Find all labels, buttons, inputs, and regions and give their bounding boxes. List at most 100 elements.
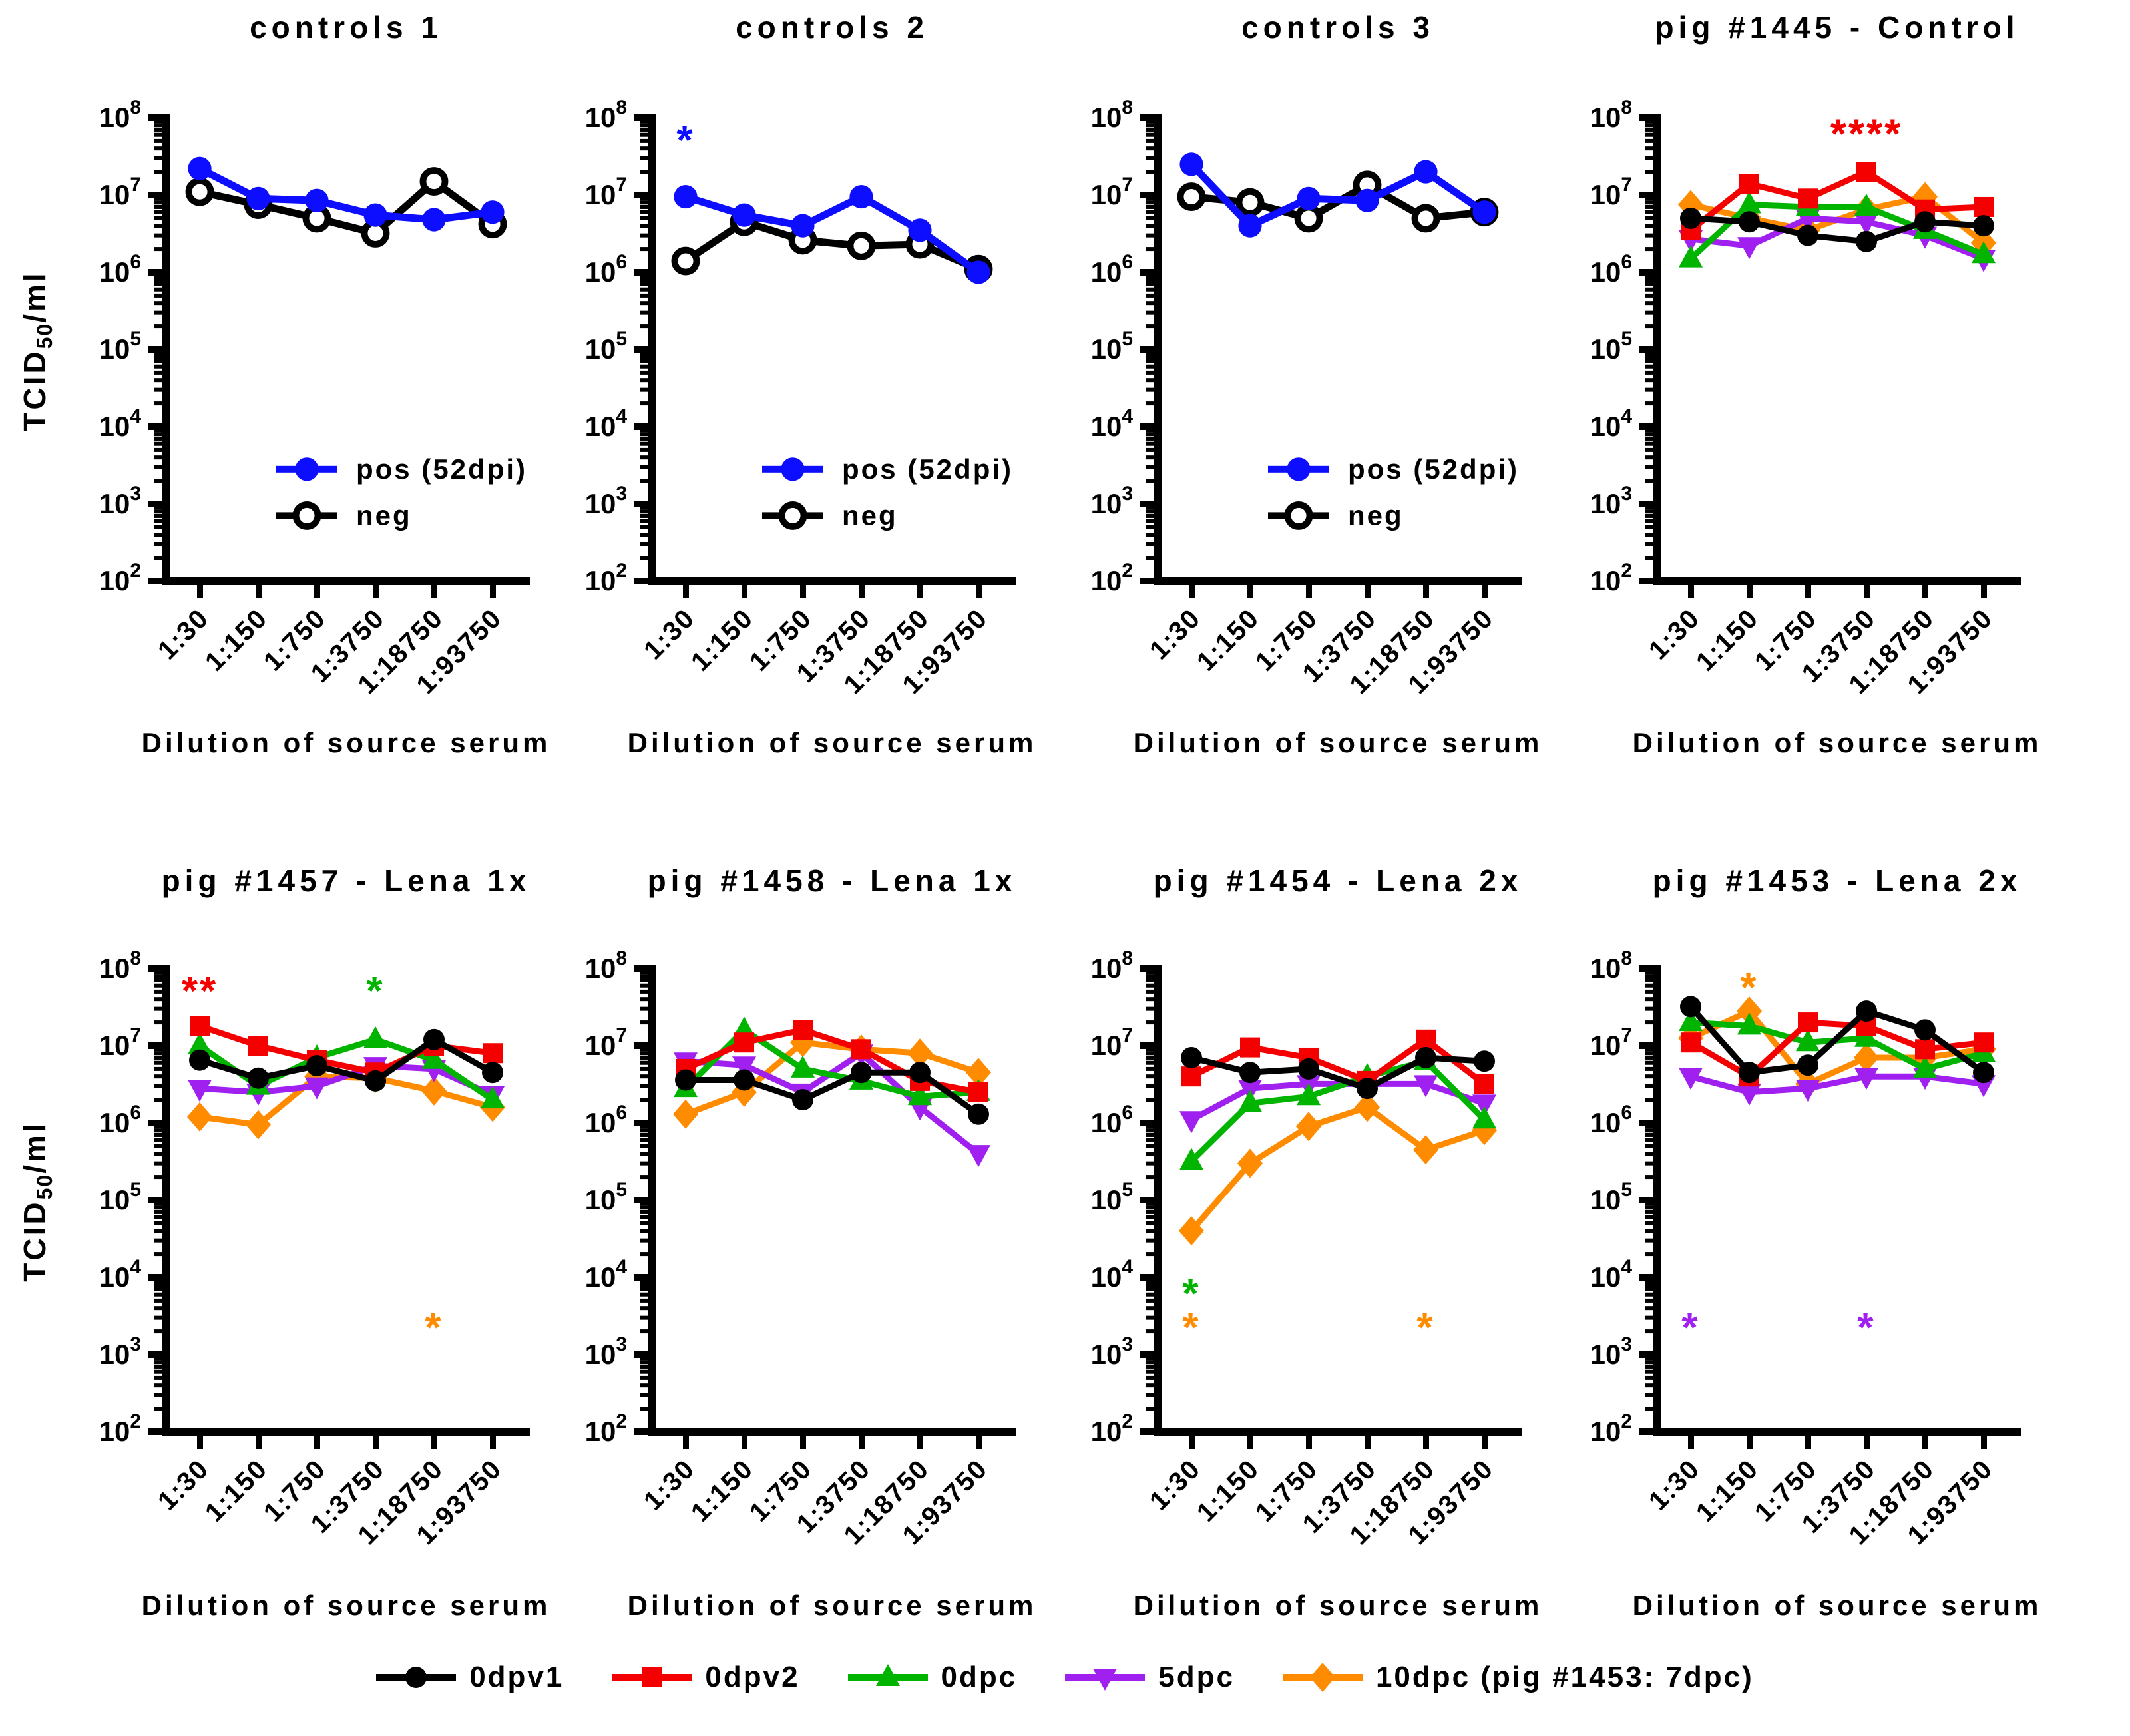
series-line-5dpc [1689,1073,1984,1096]
y-axis [1653,114,1661,585]
y-tick-label: 108 [99,947,141,984]
y-axis-label-main: TCID [17,349,52,431]
y-tick-label: 105 [585,1179,627,1215]
figure-legend: 0dpv1 0dpv2 0dpc 5dpc 10dpc (pig #1453: 7dpc… [0,1659,2130,1696]
x-tick-label: 1:150 [686,603,759,677]
10dpc-pig-1453-7dpc-marker-icon [1282,1663,1363,1692]
series-line-0dpc [1189,1058,1487,1164]
significance-marker: * [1416,1305,1434,1351]
y-tick-label: 107 [99,1024,141,1061]
panel-pig-1453-lena-2x: 1021031041051061071081:301:1501:7501:375… [1590,947,2021,1550]
x-axis-label: Dilution of source serum [1632,727,2042,758]
legend-item-10dpc-pig-1453-7dpc: 10dpc (pig #1453: 7dpc) [1282,1659,1754,1696]
y-tick-label: 107 [1091,1024,1133,1061]
series-line-10dpc [1189,1104,1486,1233]
y-tick-label: 108 [585,947,627,984]
series-line-5dpc [1690,215,1985,262]
legend-item-0dpv2: 0dpv2 [612,1659,799,1696]
legend-item-label: 5dpc [1158,1661,1235,1693]
y-axis-label-main: TCID [17,1199,52,1282]
series-0dpc [1679,191,1996,268]
5dpc-marker-icon [1065,1669,1146,1691]
x-axis [1154,1428,1522,1436]
significance-marker: * [1681,1305,1699,1351]
x-tick-label: 1:150 [200,603,274,677]
y-tick-label: 104 [1590,405,1633,442]
y-tick-label: 108 [1590,947,1632,984]
y-tick-label: 106 [99,1102,141,1138]
y-axis-label-unit: /ml [17,1121,52,1174]
y-tick-label: 102 [585,1410,627,1447]
y-axis [162,114,170,585]
series-0dpv1 [189,1028,503,1092]
y-axis-label-sub: 50 [33,322,57,349]
panel-title: controls 3 [1241,10,1434,45]
y-tick-label: 106 [1091,251,1133,288]
y-tick-label: 104 [99,405,142,442]
inset-legend-label: pos (52dpi) [842,453,1013,485]
inset-legend-label: neg [842,499,898,531]
series-10dpc [1179,1092,1497,1246]
y-tick-label: 102 [1590,560,1632,596]
series-pos-52dpi [1179,152,1496,238]
inset-legend-label: pos (52dpi) [356,453,527,485]
y-tick-label: 107 [99,174,141,210]
y-axis-label: TCID50/ml [17,218,57,484]
y-tick-label: 103 [585,1333,627,1370]
y-tick-label: 106 [1590,1102,1632,1138]
x-axis-label: Dilution of source serum [627,727,1037,758]
y-tick-label: 108 [1091,947,1133,984]
legend-item-5dpc: 5dpc [1065,1659,1235,1696]
series-0dpv1 [675,1062,989,1125]
inset-legend-item-neg: neg [276,499,410,531]
x-axis [162,577,530,585]
y-axis [1653,965,1661,1436]
y-tick-label: 103 [1590,1333,1632,1370]
significance-marker: * [1857,1305,1875,1351]
x-axis [1653,1428,2021,1436]
y-tick-label: 106 [99,251,141,288]
x-axis [648,1428,1016,1436]
significance-marker: * [676,118,694,164]
inset-legend-label: neg [1348,499,1404,531]
inset-legend-label: pos (52dpi) [1348,453,1519,485]
panel-title: controls 1 [250,10,443,45]
legend-item-label: 10dpc (pig #1453: 7dpc) [1375,1661,1754,1693]
panel-pig-1454-lena-2x: 1021031041051061071081:301:1501:7501:375… [1091,947,1522,1550]
y-tick-label: 107 [1590,1024,1632,1061]
x-axis-label: Dilution of source serum [1632,1590,2042,1621]
y-tick-label: 107 [585,174,627,210]
y-axis [1154,114,1162,585]
significance-marker: * [425,1305,443,1351]
significance-marker: * [1740,965,1758,1011]
panel-title: pig #1453 - Lena 2x [1652,863,2022,898]
y-tick-label: 104 [1091,1256,1134,1293]
panel-title: pig #1458 - Lena 1x [647,863,1017,898]
y-tick-label: 105 [1590,328,1632,365]
x-tick-label: 1:150 [1191,603,1265,677]
significance-marker: ** [182,969,218,1014]
legend-item-label: 0dpv2 [705,1661,800,1693]
y-tick-label: 104 [1091,405,1134,442]
y-tick-label: 108 [1590,97,1632,133]
y-tick-label: 102 [585,560,627,596]
y-axis [648,114,656,585]
panel-pig-1445-control: 1021031041051061071081:301:1501:7501:375… [1590,97,2021,700]
y-axis [162,965,170,1436]
y-tick-label: 106 [585,1102,627,1138]
y-tick-label: 105 [99,1179,141,1215]
x-axis [648,577,1016,585]
y-axis-label: TCID50/ml [17,1068,57,1335]
significance-marker: * [1182,1305,1200,1351]
series-line-5dpc [685,1050,980,1156]
x-axis [1653,577,2021,585]
y-tick-label: 105 [1091,328,1133,365]
y-tick-label: 103 [1590,483,1632,519]
panel-controls-2: 1021031041051061071081:301:1501:7501:375… [585,97,1016,700]
y-axis [648,965,656,1436]
x-axis-label: Dilution of source serum [1133,727,1543,758]
x-axis-label: Dilution of source serum [1133,1590,1543,1621]
panel-title: controls 2 [736,10,929,45]
inset-legend-item-pos-52dpi: pos (52dpi) [762,453,1013,485]
